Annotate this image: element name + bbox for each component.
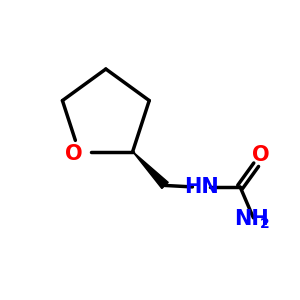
Text: 2: 2 — [260, 217, 269, 231]
Text: O: O — [65, 144, 82, 164]
Text: O: O — [252, 145, 270, 165]
Text: HN: HN — [184, 177, 219, 197]
Polygon shape — [133, 152, 168, 188]
Text: NH: NH — [235, 209, 269, 229]
